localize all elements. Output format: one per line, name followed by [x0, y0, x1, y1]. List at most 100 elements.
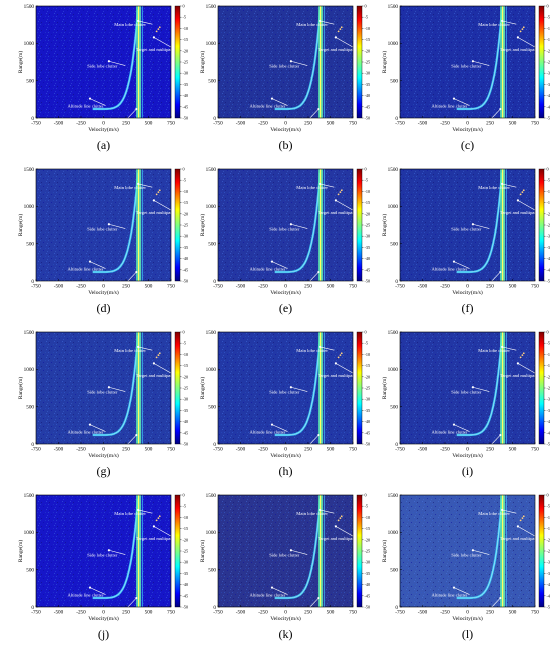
- noise-texture: [218, 169, 353, 281]
- y-tick-label: 1000: [388, 530, 399, 536]
- colorbar: [539, 169, 544, 281]
- y-tick-label: 1500: [388, 493, 399, 499]
- noise-texture: [218, 332, 353, 444]
- annotation-arrowhead: [89, 97, 91, 99]
- x-tick-label: 0: [466, 610, 469, 616]
- annotation-label: Main lobe clutter: [114, 511, 146, 516]
- colorbar-tick-label: -5: [183, 15, 187, 20]
- panel-label: (j): [98, 627, 109, 641]
- panel-label: (h): [279, 464, 293, 478]
- annotation-label: Side lobe clutter: [87, 553, 118, 558]
- target-mark: [158, 517, 160, 519]
- annotation-label: Target and multipath: [500, 47, 539, 52]
- y-tick-label: 0: [395, 442, 398, 448]
- target-mark: [156, 30, 158, 32]
- noise-texture: [400, 6, 535, 118]
- y-tick-label: 0: [31, 605, 34, 611]
- target-mark: [159, 352, 161, 354]
- target-mark: [520, 519, 522, 521]
- colorbar-tick-label: -35: [547, 571, 550, 576]
- colorbar-tick-label: -25: [365, 549, 371, 554]
- annotation-label: Side lobe clutter: [87, 64, 118, 69]
- x-tick-label: -500: [418, 284, 428, 290]
- y-tick-label: 1500: [206, 167, 217, 173]
- colorbar-tick-label: -20: [365, 537, 371, 542]
- colorbar-tick-label: 0: [365, 4, 367, 9]
- colorbar-tick-label: 0: [183, 167, 185, 172]
- x-tick-label: -500: [236, 610, 246, 616]
- x-tick-label: -250: [258, 121, 268, 127]
- x-tick-label: 750: [167, 121, 175, 127]
- y-axis-label: Range(m): [381, 377, 388, 400]
- annotation-label: Altitude line clutter: [68, 593, 104, 598]
- y-tick-label: 0: [213, 442, 216, 448]
- annotation-label: Main lobe clutter: [296, 185, 328, 190]
- y-axis-label: Range(m): [17, 377, 24, 400]
- annotation-arrowhead: [317, 597, 319, 599]
- annotation-label: Altitude line clutter: [432, 593, 468, 598]
- x-tick-label: 500: [327, 284, 335, 290]
- x-tick-label: -500: [54, 284, 64, 290]
- target-mark: [340, 517, 342, 519]
- colorbar-tick-label: -5: [547, 341, 550, 346]
- colorbar-tick-label: -5: [365, 15, 369, 20]
- colorbar-tick-label: -20: [365, 48, 371, 53]
- target-mark: [340, 191, 342, 193]
- x-tick-label: 250: [304, 610, 312, 616]
- y-axis-label: Range(m): [17, 540, 24, 563]
- annotation-arrowhead: [499, 271, 501, 273]
- annotation-label: Side lobe clutter: [269, 553, 300, 558]
- y-axis-label: Range(m): [17, 214, 24, 237]
- annotation-label: Altitude line clutter: [432, 104, 468, 109]
- colorbar-tick-label: -50: [365, 605, 371, 610]
- target-mark: [523, 189, 525, 191]
- target-mark: [520, 193, 522, 195]
- y-axis-label: Range(m): [17, 51, 24, 74]
- x-tick-label: 250: [122, 447, 130, 453]
- annotation-label: Main lobe clutter: [114, 348, 146, 353]
- x-tick-label: -250: [258, 447, 268, 453]
- target-mark: [522, 191, 524, 193]
- annotation-arrowhead: [472, 386, 474, 388]
- target-mark: [522, 517, 524, 519]
- annotation-label: Target and multipath: [500, 373, 539, 378]
- colorbar-tick-label: -15: [183, 200, 189, 205]
- colorbar-tick-label: -35: [183, 245, 189, 250]
- x-tick-label: -250: [258, 610, 268, 616]
- colorbar-tick-label: -40: [183, 419, 189, 424]
- annotation-label: Altitude line clutter: [68, 430, 104, 435]
- x-tick-label: -250: [76, 447, 86, 453]
- colorbar-tick-label: -35: [183, 82, 189, 87]
- x-tick-label: -500: [418, 610, 428, 616]
- x-tick-label: 750: [531, 610, 539, 616]
- colorbar-tick-label: -30: [183, 397, 189, 402]
- colorbar-tick-label: -5: [183, 341, 187, 346]
- y-tick-label: 1000: [24, 204, 35, 210]
- noise-texture: [400, 495, 535, 607]
- colorbar-tick-label: -50: [183, 116, 189, 121]
- annotation-label: Altitude line clutter: [68, 104, 104, 109]
- colorbar-tick-label: -10: [365, 26, 371, 31]
- annotation-label: Main lobe clutter: [296, 348, 328, 353]
- x-tick-label: 750: [531, 284, 539, 290]
- y-axis-label: Range(m): [199, 377, 206, 400]
- colorbar-tick-label: -40: [183, 582, 189, 587]
- colorbar: [357, 6, 362, 118]
- target-mark: [520, 30, 522, 32]
- x-tick-label: -250: [76, 121, 86, 127]
- x-axis-label: Velocity(m/s): [452, 126, 483, 133]
- panel-label: (i): [462, 464, 473, 478]
- panel-label: (g): [97, 464, 111, 478]
- annotation-arrowhead: [89, 423, 91, 425]
- x-tick-label: 250: [486, 284, 494, 290]
- y-tick-label: 0: [31, 116, 34, 122]
- y-tick-label: 500: [26, 241, 34, 247]
- target-mark: [158, 191, 160, 193]
- annotation-arrowhead: [335, 362, 337, 364]
- x-tick-label: 0: [466, 284, 469, 290]
- annotation-arrowhead: [517, 199, 519, 201]
